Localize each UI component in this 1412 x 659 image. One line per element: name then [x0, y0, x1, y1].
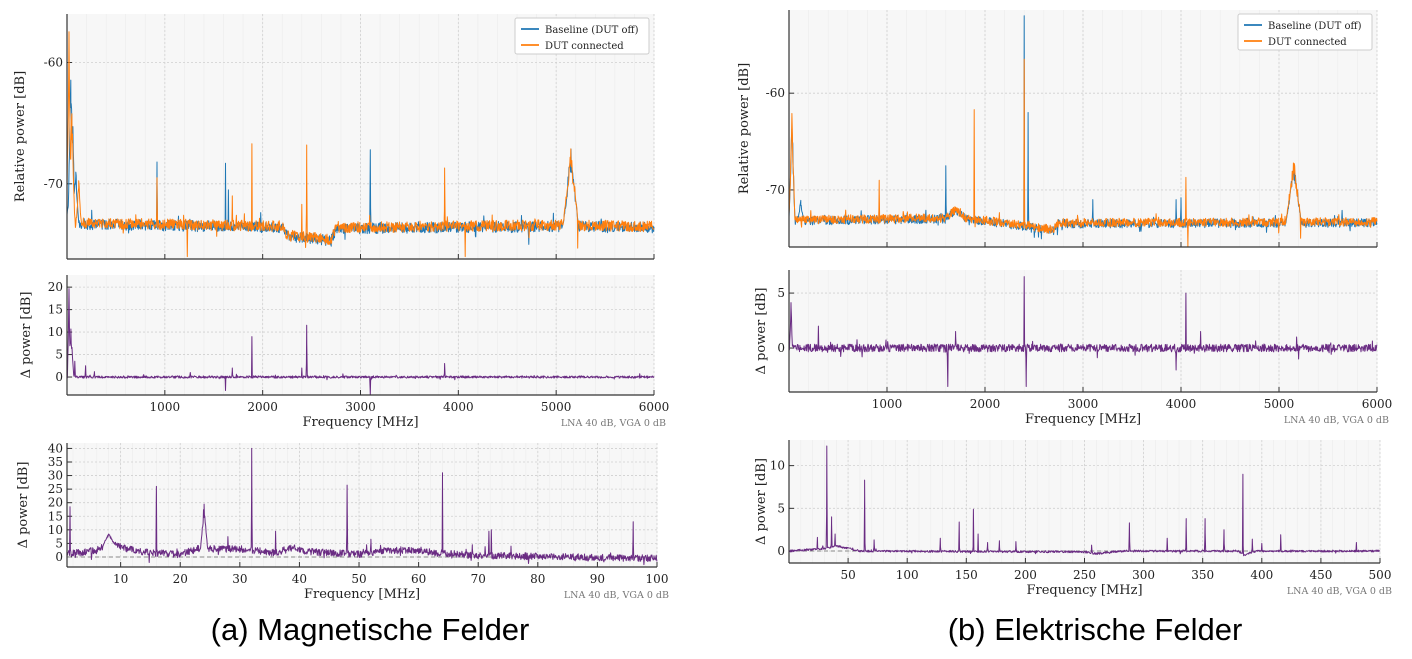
series-line — [66, 447, 658, 566]
x-tick-label: 5000 — [541, 400, 572, 414]
x-axis-label: Frequency [MHz] — [302, 415, 418, 430]
y-tick-label: 0 — [55, 550, 63, 564]
plots: -60 -70 Relative power [dB] Baseline (DUT o… — [13, 10, 1392, 602]
x-tick-label: 6000 — [639, 400, 670, 414]
x-tick-label: 100 — [896, 568, 919, 582]
legend: Baseline (DUT off) DUT connected — [514, 17, 650, 55]
y-tick-label: -60 — [766, 86, 785, 100]
legend-entry: Baseline (DUT off) — [545, 25, 639, 36]
y-tick-label: 15 — [48, 303, 63, 317]
y-tick-label: 10 — [48, 523, 63, 537]
legend-box — [1237, 13, 1373, 51]
x-axis-label: Frequency [MHz] — [1026, 583, 1142, 598]
chart-a-top: -60 -70 Relative power [dB] Baseline (DUT o… — [13, 14, 655, 260]
chart-b-bot: 50 100 150 200 250 300 350 400 450 500 0 5 10Δ power… — [754, 440, 1392, 598]
x-axis-label: Frequency [MHz] — [304, 587, 420, 602]
series-line-dut-connected — [788, 58, 1378, 248]
caption-b: (b) Elektrische Felder — [948, 612, 1243, 647]
y-axis-label: Δ power [dB] — [754, 458, 769, 545]
settings-note: LNA 40 dB, VGA 0 dB — [564, 590, 669, 601]
y-tick-label: 5 — [55, 348, 63, 362]
x-tick-label: 2000 — [970, 397, 1001, 411]
y-axis-label: Relative power [dB] — [737, 63, 752, 194]
x-tick-label: 450 — [1309, 568, 1332, 582]
x-tick-label: 40 — [292, 572, 307, 586]
y-tick-label: 0 — [55, 370, 63, 384]
legend: Baseline (DUT off) DUT connected — [1237, 13, 1373, 51]
x-tick-label: 20 — [173, 572, 188, 586]
x-tick-label: 2000 — [247, 400, 278, 414]
y-tick-label: 25 — [48, 482, 63, 496]
y-tick-label: 0 — [777, 544, 785, 558]
y-tick-label: 30 — [48, 469, 63, 483]
x-tick-label: 200 — [1014, 568, 1037, 582]
y-tick-label: -60 — [44, 56, 63, 70]
x-tick-label: 3000 — [345, 400, 376, 414]
plot-area — [67, 443, 657, 567]
series-line — [788, 445, 1381, 557]
y-axis-label: Relative power [dB] — [13, 71, 28, 202]
x-tick-label: 80 — [530, 572, 545, 586]
x-tick-label: 90 — [590, 572, 605, 586]
y-tick-label: -70 — [44, 177, 63, 191]
y-tick-label: 5 — [777, 286, 785, 300]
x-tick-label: 5000 — [1264, 397, 1295, 411]
x-tick-label: 100 — [646, 572, 669, 586]
y-tick-label: 20 — [48, 280, 63, 294]
y-axis-label: Δ power [dB] — [19, 292, 34, 379]
legend-entry: Baseline (DUT off) — [1268, 21, 1362, 32]
x-tick-label: 4000 — [443, 400, 474, 414]
settings-note: LNA 40 dB, VGA 0 dB — [1284, 415, 1389, 426]
y-tick-label: -70 — [766, 183, 785, 197]
y-tick-label: 0 — [777, 341, 785, 355]
x-tick-label: 50 — [351, 572, 366, 586]
y-tick-label: 10 — [770, 459, 785, 473]
x-tick-label: 300 — [1132, 568, 1155, 582]
chart-b-top: -60 -70 Relative power [dB] Baseline (DUT o… — [737, 10, 1378, 248]
x-tick-label: 3000 — [1068, 397, 1099, 411]
y-tick-label: 10 — [48, 325, 63, 339]
chart-b-mid: 1000 2000 3000 4000 5000 6000 0 5 Δ power [dB] Fr… — [754, 270, 1392, 427]
settings-note: LNA 40 dB, VGA 0 dB — [561, 418, 666, 429]
y-axis-label: Δ power [dB] — [16, 462, 31, 549]
legend-entry: DUT connected — [1268, 37, 1347, 48]
x-tick-label: 70 — [471, 572, 486, 586]
chart-a-mid: 1000 2000 3000 4000 5000 6000 0 5 10 15 20 Δ power … — [19, 275, 669, 430]
x-tick-label: 60 — [411, 572, 426, 586]
settings-note: LNA 40 dB, VGA 0 dB — [1287, 586, 1392, 597]
series-line — [66, 288, 655, 396]
x-tick-label: 250 — [1073, 568, 1096, 582]
y-tick-label: 20 — [48, 496, 63, 510]
x-tick-label: 6000 — [1362, 397, 1393, 411]
y-tick-label: 5 — [55, 536, 63, 550]
x-tick-label: 4000 — [1166, 397, 1197, 411]
x-tick-label: 30 — [232, 572, 247, 586]
y-tick-label: 15 — [48, 509, 63, 523]
y-tick-label: 5 — [777, 501, 785, 515]
x-tick-label: 10 — [113, 572, 128, 586]
x-tick-label: 150 — [955, 568, 978, 582]
y-tick-label: 40 — [48, 441, 63, 455]
y-axis-label: Δ power [dB] — [754, 288, 769, 375]
legend-entry: DUT connected — [545, 41, 624, 52]
x-tick-label: 1000 — [150, 400, 181, 414]
series-line-dut-connected — [66, 31, 655, 258]
series-line — [788, 276, 1378, 387]
legend-box — [514, 17, 650, 55]
x-tick-label: 400 — [1250, 568, 1273, 582]
x-tick-label: 500 — [1369, 568, 1392, 582]
x-tick-label: 350 — [1191, 568, 1214, 582]
y-tick-label: 35 — [48, 455, 63, 469]
x-tick-label: 1000 — [872, 397, 903, 411]
x-tick-label: 50 — [840, 568, 855, 582]
x-axis-label: Frequency [MHz] — [1025, 412, 1141, 427]
caption-a: (a) Magnetische Felder — [211, 612, 530, 647]
